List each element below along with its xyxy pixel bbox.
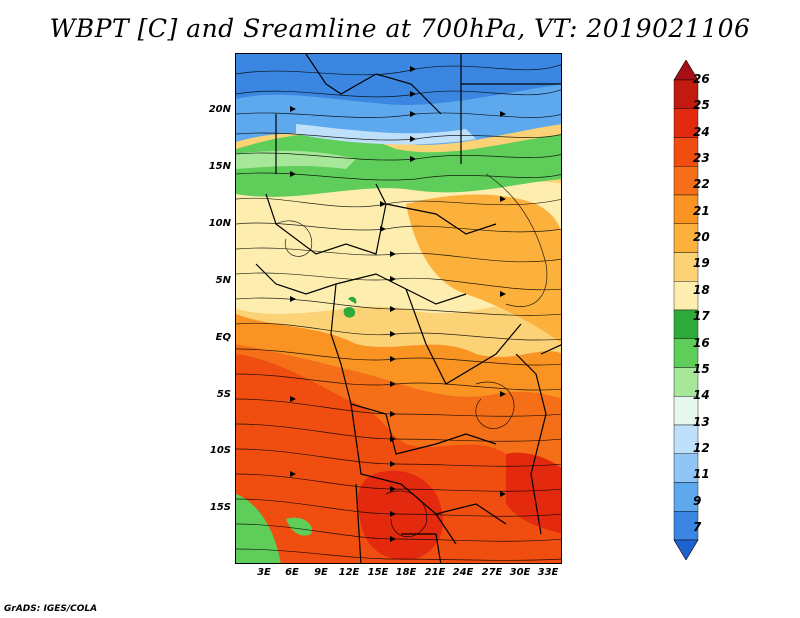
lon-label-30e: 30E [509, 567, 531, 578]
lon-label-27e: 27E [481, 567, 503, 578]
colorbar-level-label: 22 [693, 177, 710, 192]
colorbar-segment [673, 108, 699, 138]
lat-label-15n: 15N [208, 161, 231, 172]
colorbar-segment [673, 424, 699, 454]
lon-label-18e: 18E [395, 567, 417, 578]
map-title: WBPT [C] and Sreamline at 700hPa, VT: 20… [49, 14, 751, 43]
colorbar-level-label: 24 [693, 124, 710, 139]
colorbar [673, 60, 699, 560]
colorbar-level-label: 17 [693, 309, 710, 324]
lat-label-10n: 10N [208, 218, 231, 229]
lat-label-20n: 20N [208, 104, 231, 115]
colorbar-segment [673, 338, 699, 368]
wbpt-hot-core [357, 470, 444, 560]
lon-label-3e: 3E [257, 567, 271, 578]
colorbar-segment [673, 367, 699, 397]
colorbar-level-label: 12 [693, 440, 710, 455]
lat-label-5s: 5S [216, 389, 231, 400]
wbpt-green-spot-1 [343, 306, 356, 318]
colorbar-level-label: 25 [693, 98, 710, 113]
wbpt-field [236, 54, 561, 563]
colorbar-level-label: 15 [693, 361, 710, 376]
lat-label-eq: EQ [215, 332, 231, 343]
colorbar-level-label: 23 [693, 151, 710, 166]
country-borders [255, 54, 561, 563]
colorbar-level-label: 11 [693, 467, 710, 482]
streamline-arrows [290, 66, 506, 542]
colorbar-level-label: 20 [693, 230, 710, 245]
colorbar-level-label: 18 [693, 282, 710, 297]
colorbar-segment [673, 223, 699, 253]
colorbar-level-label: 21 [693, 203, 710, 218]
lat-label-15s: 15S [209, 502, 231, 513]
lon-label-24e: 24E [452, 567, 474, 578]
colorbar-level-label: 7 [693, 520, 702, 534]
wbpt-sw-green [236, 494, 281, 563]
wbpt-light-green [236, 150, 356, 169]
lat-label-5n: 5N [215, 275, 231, 286]
wbpt-green-band [236, 133, 561, 197]
colorbar-segment [673, 482, 699, 512]
colorbar-level-label: 26 [693, 72, 710, 86]
colorbar-segment [673, 252, 699, 282]
colorbar-segment [673, 511, 699, 541]
grads-credit: GrADS: IGES/COLA [4, 604, 98, 614]
wbpt-east-hot-zone [506, 452, 561, 534]
colorbar-segment [673, 79, 699, 109]
map-panel [235, 53, 562, 564]
colorbar-segment [673, 396, 699, 426]
colorbar-level-label: 13 [693, 414, 710, 429]
wbpt-pale-blue [296, 124, 476, 145]
colorbar-level-label: 16 [693, 335, 710, 350]
lon-label-15e: 15E [367, 567, 389, 578]
colorbar-level-label: 14 [693, 388, 710, 403]
lon-label-33e: 33E [537, 567, 559, 578]
lon-label-12e: 12E [338, 567, 360, 578]
colorbar-level-label: 19 [693, 256, 710, 271]
lon-label-9e: 9E [314, 567, 328, 578]
colorbar-segment [673, 309, 699, 339]
colorbar-bottom-arrow [673, 539, 699, 560]
wbpt-green-spot-2 [348, 296, 357, 304]
lon-label-21e: 21E [424, 567, 446, 578]
colorbar-level-label: 9 [693, 493, 702, 508]
lon-label-6e: 6E [285, 567, 299, 578]
wbpt-green-patch [286, 517, 312, 536]
lat-label-10s: 10S [209, 445, 231, 456]
